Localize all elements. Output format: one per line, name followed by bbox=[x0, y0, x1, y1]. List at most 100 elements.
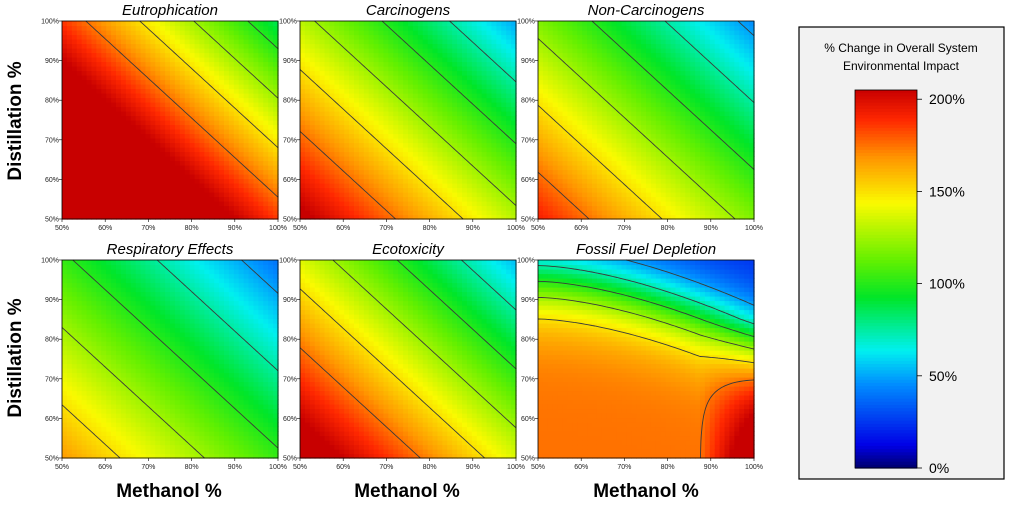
heat-cell bbox=[324, 70, 331, 76]
heat-cell bbox=[194, 210, 201, 216]
heat-cell bbox=[309, 39, 316, 45]
heat-cell bbox=[452, 111, 458, 117]
heat-cell bbox=[334, 133, 340, 139]
heat-cell bbox=[150, 174, 156, 180]
heat-cell bbox=[631, 205, 637, 211]
heat-cell bbox=[233, 88, 240, 94]
heat-cell bbox=[596, 84, 603, 90]
heat-cell bbox=[437, 160, 443, 166]
heat-cell bbox=[155, 84, 161, 90]
heat-cell bbox=[344, 39, 350, 45]
heat-cell bbox=[437, 165, 443, 171]
heat-cell bbox=[621, 30, 627, 36]
heat-cell bbox=[344, 106, 350, 112]
heat-cell bbox=[101, 102, 107, 108]
heat-cell bbox=[442, 187, 448, 193]
heat-cell bbox=[120, 192, 127, 198]
heat-cell bbox=[538, 151, 544, 157]
heat-cell bbox=[219, 30, 225, 36]
heat-cell bbox=[582, 169, 588, 175]
heat-cell bbox=[432, 142, 439, 148]
heat-cell bbox=[135, 70, 142, 76]
heat-cell bbox=[412, 88, 419, 94]
heat-cell bbox=[96, 34, 102, 40]
heat-cell bbox=[606, 97, 613, 103]
heat-cell bbox=[228, 115, 235, 121]
heat-cell bbox=[86, 183, 93, 189]
heat-cell bbox=[476, 187, 483, 193]
heat-cell bbox=[354, 196, 360, 202]
heat-cell bbox=[71, 106, 78, 112]
heat-cell bbox=[135, 102, 142, 108]
heat-cell bbox=[91, 129, 97, 135]
heat-cell bbox=[324, 183, 331, 189]
heat-cell bbox=[557, 201, 564, 207]
heat-cell bbox=[179, 52, 186, 58]
heat-cell bbox=[496, 138, 502, 144]
heat-cell bbox=[626, 70, 632, 76]
heat-cell bbox=[457, 39, 463, 45]
heat-cell bbox=[300, 66, 306, 72]
heat-cell bbox=[349, 214, 355, 220]
heat-cell bbox=[447, 39, 453, 45]
heat-cell bbox=[442, 115, 448, 121]
heat-cell bbox=[511, 52, 517, 58]
heat-cell bbox=[641, 169, 647, 175]
heat-cell bbox=[238, 75, 245, 81]
heat-cell bbox=[557, 147, 564, 153]
heat-cell bbox=[135, 97, 142, 103]
heat-cell bbox=[417, 129, 424, 135]
heat-cell bbox=[417, 178, 424, 184]
heat-cell bbox=[368, 156, 375, 162]
heat-cell bbox=[62, 75, 68, 81]
heat-cell bbox=[111, 165, 117, 171]
heat-cell bbox=[457, 88, 463, 94]
heat-cell bbox=[358, 142, 365, 148]
heat-cell bbox=[368, 43, 375, 49]
heat-cell bbox=[547, 106, 554, 112]
heat-cell bbox=[457, 174, 463, 180]
heat-cell bbox=[641, 106, 647, 112]
heat-cell bbox=[383, 120, 389, 126]
heat-cell bbox=[120, 147, 127, 153]
heat-cell bbox=[86, 124, 93, 130]
heat-cell bbox=[184, 70, 191, 76]
heat-cell bbox=[81, 93, 88, 99]
heat-cell bbox=[334, 142, 340, 148]
heat-cell bbox=[501, 124, 507, 130]
heat-cell bbox=[354, 214, 360, 220]
heat-cell bbox=[273, 75, 279, 81]
heat-cell bbox=[66, 201, 73, 207]
heat-cell bbox=[601, 124, 608, 130]
heat-cell bbox=[199, 205, 205, 211]
heat-cell bbox=[248, 21, 255, 27]
heat-cell bbox=[170, 201, 176, 207]
heat-cell bbox=[304, 210, 311, 216]
heat-cell bbox=[582, 115, 588, 121]
heat-cell bbox=[408, 34, 414, 40]
heat-cell bbox=[358, 97, 365, 103]
heat-cell bbox=[557, 160, 564, 166]
heat-cell bbox=[314, 129, 321, 135]
heat-cell bbox=[268, 138, 274, 144]
heat-cell bbox=[204, 174, 210, 180]
heat-cell bbox=[324, 160, 331, 166]
heat-cell bbox=[646, 102, 652, 108]
heat-cell bbox=[268, 75, 274, 81]
heat-cell bbox=[116, 156, 122, 162]
heat-cell bbox=[258, 43, 264, 49]
heat-cell bbox=[457, 214, 463, 220]
heat-cell bbox=[86, 106, 93, 112]
heat-cell bbox=[631, 174, 637, 180]
heat-cell bbox=[243, 66, 250, 72]
heat-cell bbox=[358, 70, 365, 76]
heat-cell bbox=[116, 174, 122, 180]
heat-cell bbox=[457, 25, 463, 31]
heat-cell bbox=[582, 178, 588, 184]
heat-cell bbox=[219, 106, 225, 112]
heat-cell bbox=[304, 52, 311, 58]
heat-cell bbox=[170, 205, 176, 211]
heat-cell bbox=[587, 169, 593, 175]
heat-cell bbox=[135, 30, 142, 36]
heat-cell bbox=[238, 79, 245, 85]
